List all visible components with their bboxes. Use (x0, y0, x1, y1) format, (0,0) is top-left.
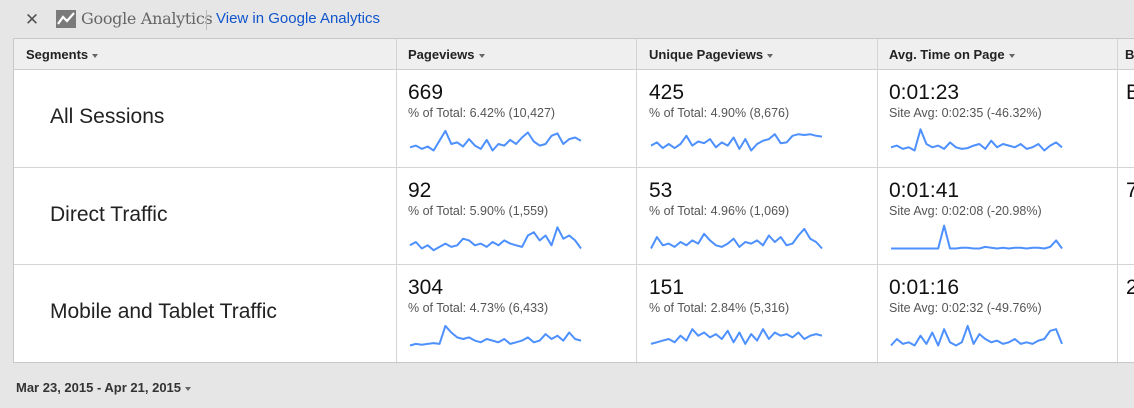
metric-value: 92 (408, 179, 432, 202)
header-divider (206, 10, 207, 30)
pageviews-cell: 669 % of Total: 6.42% (10,427) (408, 81, 638, 164)
metric-value: 2 (1126, 276, 1134, 299)
column-divider (636, 39, 637, 364)
metric-value: 0:01:16 (889, 276, 960, 299)
metric-subtext: % of Total: 6.42% (10,427) (408, 106, 556, 120)
metric-subtext: % of Total: 2.84% (5,316) (649, 301, 790, 315)
pageviews-cell: 92 % of Total: 5.90% (1,559) (408, 179, 638, 262)
metric-subtext: Site Avg: 0:02:35 (-46.32%) (889, 106, 1042, 120)
pageviews-cell: 304 % of Total: 4.73% (6,433) (408, 276, 638, 359)
column-header-segments[interactable]: Segments (14, 39, 396, 70)
sparkline (409, 226, 582, 252)
metric-subtext: Site Avg: 0:02:08 (-20.98%) (889, 204, 1042, 218)
avg-time-cell: 0:01:23 Site Avg: 0:02:35 (-46.32%) (889, 81, 1119, 164)
date-range-selector[interactable]: Mar 23, 2015 - Apr 21, 2015 (16, 380, 192, 395)
metric-value: 7 (1126, 179, 1134, 202)
segment-label: All Sessions (50, 105, 165, 128)
metric-value: 151 (649, 276, 685, 299)
analytics-trend-icon (56, 10, 76, 28)
metric-value: 669 (408, 81, 444, 104)
column-header-avg-time-on-page[interactable]: Avg. Time on Page (877, 39, 1117, 70)
chevron-down-icon (1008, 53, 1015, 58)
date-range-label: Mar 23, 2015 - Apr 21, 2015 (16, 380, 182, 395)
table-header: Segments Pageviews Unique Pageviews Avg.… (14, 39, 1134, 70)
column-label: Segments (26, 47, 89, 62)
sparkline (650, 227, 823, 250)
segment-label: Mobile and Tablet Traffic (50, 300, 277, 323)
column-label: Unique Pageviews (649, 47, 764, 62)
column-label: Pageviews (408, 47, 475, 62)
metric-value: 53 (649, 179, 673, 202)
metric-subtext: % of Total: 5.90% (1,559) (408, 204, 549, 218)
metric-value: 425 (649, 81, 685, 104)
unique-pageviews-cell: 425 % of Total: 4.90% (8,676) (649, 81, 879, 164)
view-in-analytics-link[interactable]: View in Google Analytics (216, 10, 380, 27)
close-icon[interactable]: ✕ (24, 10, 40, 29)
sparkline (891, 224, 1063, 250)
chevron-down-icon (185, 386, 192, 391)
sparkline (650, 328, 823, 345)
segments-table: Segments Pageviews Unique Pageviews Avg.… (13, 38, 1134, 364)
column-header-truncated[interactable]: B (1117, 39, 1134, 70)
avg-time-cell: 0:01:41 Site Avg: 0:02:08 (-20.98%) (889, 179, 1119, 262)
metric-subtext: % of Total: 4.96% (1,069) (649, 204, 790, 218)
sparkline (409, 324, 582, 347)
column-divider (877, 39, 878, 364)
metric-value: 0:01:41 (889, 179, 960, 202)
column-divider (396, 39, 397, 364)
truncated-column: B 7 2 (1118, 71, 1134, 363)
metric-value: 304 (408, 276, 444, 299)
chevron-down-icon (767, 53, 774, 58)
segment-label: Direct Traffic (50, 203, 168, 226)
column-label: Avg. Time on Page (889, 47, 1005, 62)
unique-pageviews-cell: 53 % of Total: 4.96% (1,069) (649, 179, 879, 262)
sparkline (650, 133, 823, 152)
column-label: B (1125, 47, 1134, 62)
metric-subtext: % of Total: 4.73% (6,433) (408, 301, 549, 315)
metric-value: 0:01:23 (889, 81, 960, 104)
avg-time-cell: 0:01:16 Site Avg: 0:02:32 (-49.76%) (889, 276, 1119, 359)
column-header-pageviews[interactable]: Pageviews (396, 39, 637, 70)
column-divider (1117, 39, 1118, 364)
column-header-unique-pageviews[interactable]: Unique Pageviews (637, 39, 877, 70)
product-name: Google Analytics (81, 9, 213, 28)
report-header: ✕ Google Analytics View in Google Analyt… (0, 0, 1134, 38)
metric-subtext: % of Total: 4.90% (8,676) (649, 106, 790, 120)
metric-subtext: Site Avg: 0:02:32 (-49.76%) (889, 301, 1042, 315)
metric-value: B (1126, 81, 1134, 104)
unique-pageviews-cell: 151 % of Total: 2.84% (5,316) (649, 276, 879, 359)
row-divider (14, 167, 1134, 168)
row-divider (14, 264, 1134, 265)
chevron-down-icon (478, 53, 485, 58)
sparkline (890, 128, 1063, 152)
chevron-down-icon (92, 53, 99, 58)
sparkline (890, 324, 1063, 347)
sparkline (409, 129, 582, 152)
